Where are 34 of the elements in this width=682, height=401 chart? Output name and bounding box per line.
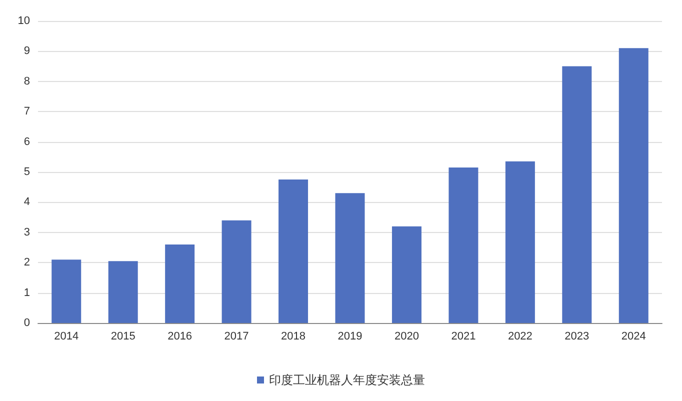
bar (562, 66, 592, 323)
bar (52, 260, 82, 323)
x-tick-label: 2015 (110, 330, 136, 342)
y-tick-label: 9 (24, 45, 30, 58)
bar (222, 220, 252, 323)
x-tick-label: 2022 (508, 330, 532, 342)
x-tick-label: 2024 (621, 330, 646, 342)
y-tick-label: 5 (24, 166, 30, 178)
x-tick-label: 2018 (281, 330, 306, 342)
y-tick-label: 4 (24, 196, 30, 208)
y-tick-label: 7 (24, 106, 30, 118)
x-tick-label: 2023 (564, 330, 590, 342)
y-tick-label: 1 (24, 286, 30, 299)
bar (108, 261, 138, 323)
bar (392, 226, 422, 323)
x-tick-label: 2016 (168, 330, 192, 342)
bar (618, 48, 648, 323)
x-tick-label: 2014 (54, 330, 79, 342)
x-tick-label: 2021 (451, 330, 476, 342)
x-tick-label: 2017 (224, 330, 249, 342)
bar (448, 167, 478, 323)
bar (278, 180, 308, 323)
y-tick-label: 2 (24, 256, 30, 269)
bar (505, 161, 535, 323)
y-tick-label: 0 (24, 317, 30, 329)
bar (165, 244, 195, 323)
y-tick-label: 6 (24, 136, 30, 148)
x-tick-label: 2019 (338, 330, 362, 342)
bar (335, 193, 365, 323)
y-tick-label: 10 (18, 15, 30, 27)
y-tick-label: 3 (24, 226, 30, 238)
legend-label: 印度工业机器人年度安装总量 (269, 373, 425, 387)
y-tick-label: 8 (24, 75, 30, 88)
x-tick-label: 2020 (394, 330, 419, 342)
